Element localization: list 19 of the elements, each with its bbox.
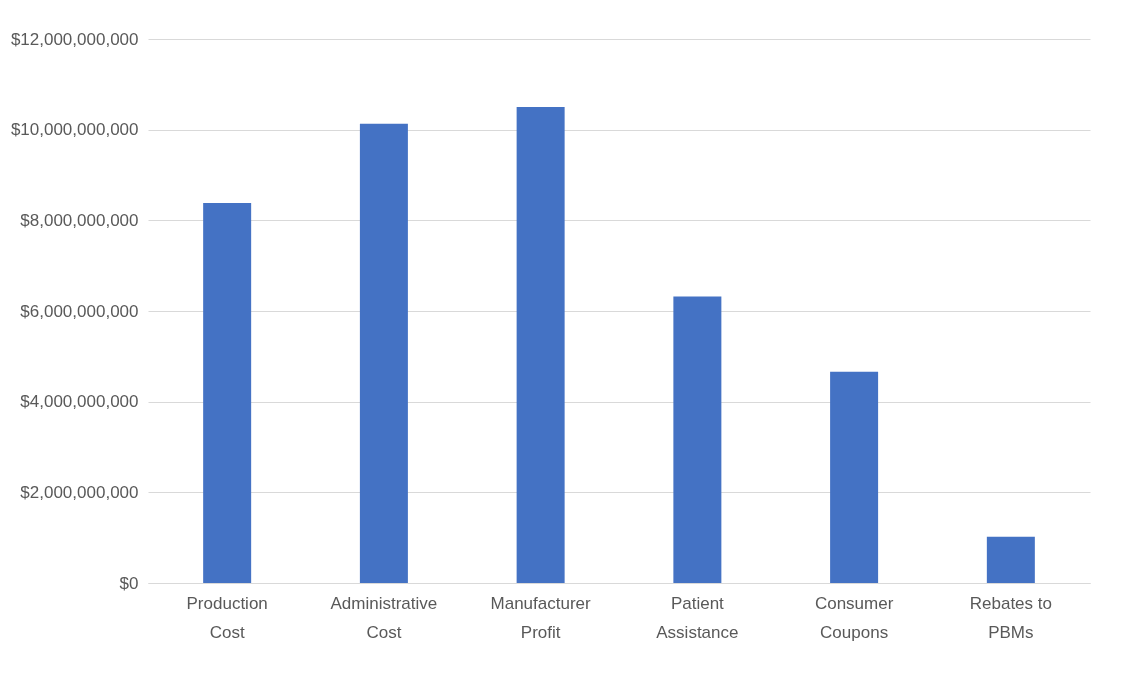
bar — [359, 123, 408, 583]
y-tick-label: $0 — [119, 573, 139, 593]
bar — [203, 203, 252, 583]
y-tick-label: $12,000,000,000 — [10, 29, 139, 49]
x-tick-label: Production Cost — [186, 593, 268, 642]
x-tick-label: Rebates to PBMs — [969, 593, 1052, 642]
y-tick-label: $8,000,000,000 — [20, 210, 139, 230]
y-tick-label: $10,000,000,000 — [10, 120, 139, 140]
bar — [830, 371, 879, 583]
y-tick-label: $2,000,000,000 — [20, 482, 139, 502]
bar — [986, 536, 1035, 583]
x-tick-label: Administrative Cost — [330, 593, 438, 642]
y-tick-label: $6,000,000,000 — [20, 301, 139, 321]
y-tick-label: $4,000,000,000 — [20, 392, 139, 412]
x-tick-label: Patient Assistance — [656, 593, 739, 642]
x-tick-label: Manufacturer Profit — [490, 593, 592, 642]
bar — [516, 107, 565, 583]
bar — [673, 296, 722, 583]
x-tick-label: Consumer Coupons — [814, 593, 894, 642]
